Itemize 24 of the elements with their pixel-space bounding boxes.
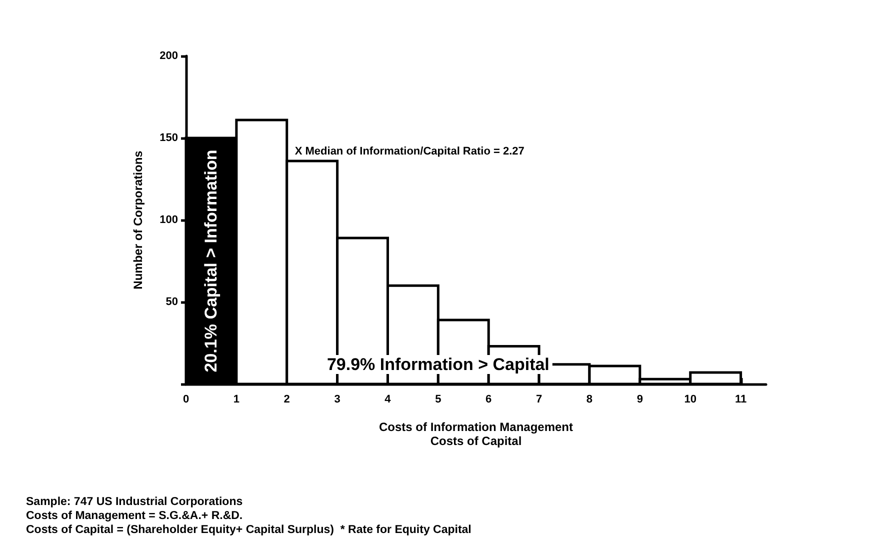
x-tick-label: 4	[384, 394, 392, 406]
x-axis-title: Costs of Information Management Costs of Capital	[378, 420, 574, 448]
x-tick-label: 10	[684, 394, 696, 406]
x-tick-label: 11	[734, 394, 747, 406]
x-tick-label: 6	[486, 394, 492, 406]
y-axis-title: Number of Corporations	[131, 150, 145, 290]
y-tick-label: 150	[160, 132, 178, 144]
y-tick-label: 50	[166, 296, 178, 308]
x-tick-label: 0	[182, 394, 190, 406]
annotation: 79.9% Information > Capital	[326, 355, 550, 374]
x-tick-label: 3	[334, 394, 340, 406]
y-tick-label: 200	[160, 50, 178, 62]
x-tick-label: 7	[536, 394, 542, 406]
x-tick-label: 8	[586, 394, 593, 406]
text: Costs of Capital = (Shareholder Equity+ Capital Surplus) * Rate for Equity Capital	[26, 524, 472, 536]
y-tick-label: 100	[160, 214, 178, 226]
text: Sample: 747 US Industrial Corporations	[26, 496, 243, 508]
x-tick-label: 1	[233, 394, 240, 406]
annotation: X Median of Information/Capital Ratio = 2.27	[294, 145, 524, 158]
x-tick-label: 2	[284, 394, 290, 406]
x-tick-label: 9	[636, 394, 643, 406]
annotation: 20.1% Capital > Information	[202, 150, 221, 372]
x-tick-label: 5	[435, 394, 442, 406]
text: Costs of Management = S.G.&A.+ R.&D.	[26, 510, 243, 522]
